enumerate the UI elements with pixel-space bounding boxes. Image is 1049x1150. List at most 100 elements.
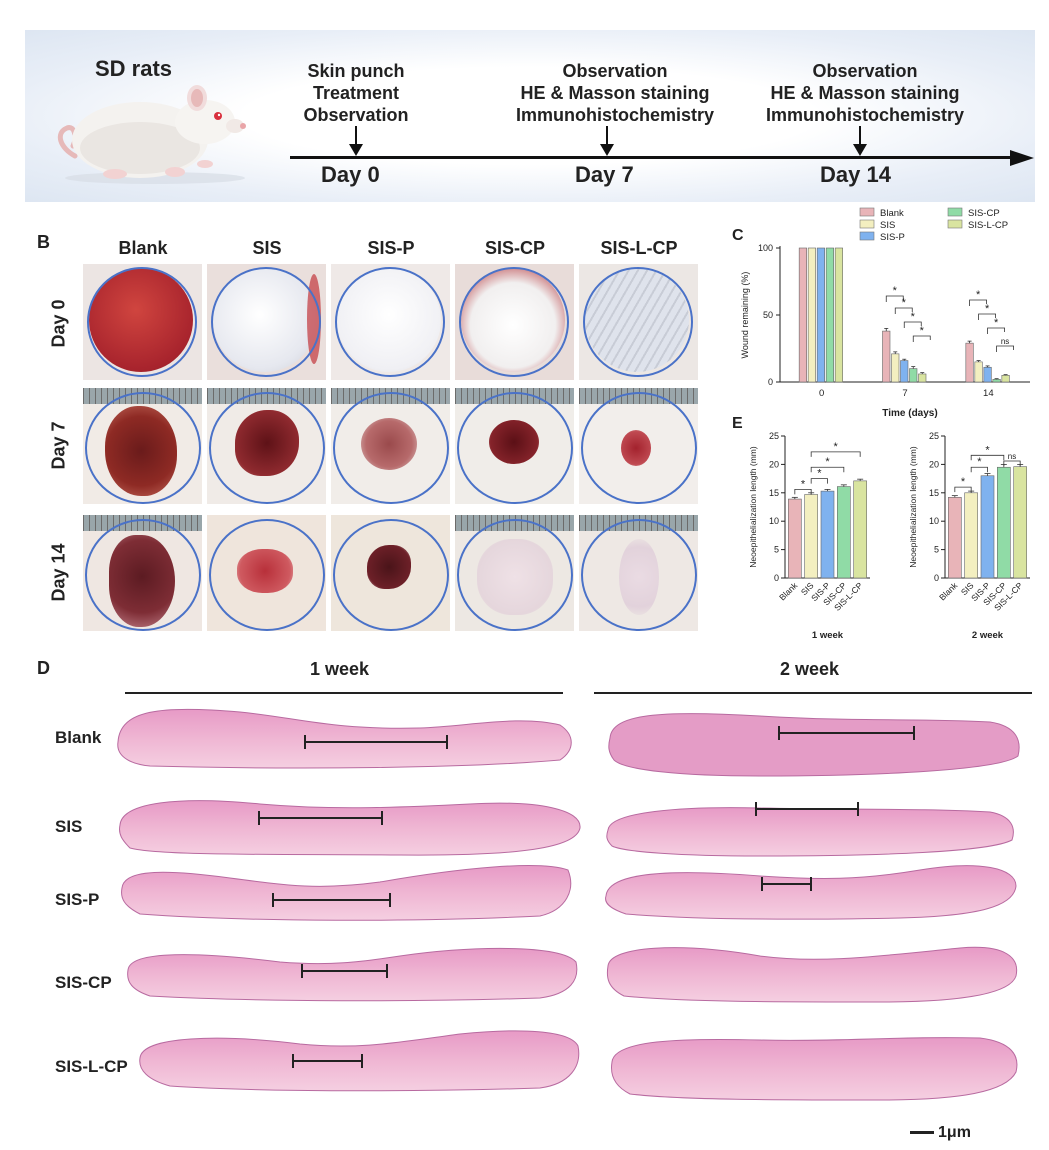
sig-label: * [994, 317, 999, 329]
event-1-line-0: Observation [562, 61, 668, 81]
sig-label: * [976, 289, 981, 301]
y-tick-label: 15 [769, 488, 779, 498]
sig-label: * [985, 444, 990, 456]
y-tick-label: 0 [774, 573, 779, 583]
sig-bracket [885, 295, 904, 302]
y-tick-label: 25 [929, 431, 939, 441]
bar-SIS-CP [997, 466, 1011, 579]
photo-sis-l-cp-day0 [579, 264, 698, 380]
legend-label-3: SIS-CP [968, 208, 1000, 219]
bar-SIS-CP [837, 486, 851, 579]
bar-SIS-L-CP [1013, 466, 1027, 579]
row-head-day-14: Day 14 [48, 543, 69, 602]
y-tick-label: 5 [934, 545, 939, 555]
legend-swatch-4 [947, 219, 963, 229]
section-w2-sis-p [605, 865, 1017, 920]
y-axis-label: Neoepithelialization length (mm) [908, 446, 918, 568]
y-tick-label: 15 [929, 488, 939, 498]
photo-sis-cp-day14 [455, 515, 574, 631]
sig-bracket [970, 466, 988, 473]
sig-bracket [996, 345, 1014, 352]
sig-bracket [794, 488, 812, 495]
section-w1-sis-cp [127, 947, 578, 1002]
bar-SIS-L-CP [853, 480, 867, 579]
event-0-line-1: Treatment [312, 83, 400, 103]
x-tick-label: 7 [902, 388, 907, 399]
event-1-text: Observation HE & Masson staining Immunoh… [490, 60, 740, 126]
y-tick-label: 50 [763, 310, 773, 320]
chart-subtitle: 1 week [812, 630, 844, 641]
x-axis-label: Time (days) [882, 408, 937, 419]
rat-illustration [57, 85, 246, 184]
legend-swatch-3 [947, 207, 963, 217]
bar-SIS-0 [807, 247, 816, 383]
y-tick-label: 0 [768, 377, 773, 387]
col-head-sis-p: SIS-P [367, 238, 415, 258]
sig-label: * [834, 441, 839, 453]
x-tick-label: Blank [937, 580, 960, 603]
timeline-axis [290, 156, 1015, 159]
x-tick-label: 14 [983, 388, 994, 399]
week-head-1: 1 week [310, 659, 370, 679]
sig-label: * [801, 478, 806, 490]
sig-label: * [920, 325, 925, 337]
row-head-day-7: Day 7 [48, 421, 69, 470]
photo-sis-day14 [207, 515, 326, 631]
event-2-line-1: HE & Masson staining [770, 83, 960, 103]
x-tick-label: Blank [777, 580, 800, 603]
bar-Blank [788, 498, 802, 579]
sig-bracket [810, 478, 828, 484]
y-tick-label: 10 [929, 516, 939, 526]
y-axis-label: Wound remaining (%) [740, 272, 750, 359]
event-0-arrow-icon [349, 126, 363, 156]
event-1-line-1: HE & Masson staining [520, 83, 710, 103]
bar-SIS-P-0 [816, 247, 825, 383]
bar-SIS [804, 494, 818, 579]
bar-SIS-L-CP-0 [834, 247, 843, 383]
sig-label: * [911, 311, 916, 323]
event-0-line-2: Observation [303, 105, 409, 125]
event-1-arrow-icon [600, 126, 614, 156]
sig-bracket [810, 466, 845, 473]
col-head-blank: Blank [118, 238, 168, 258]
col-head-sis: SIS [252, 238, 282, 258]
y-tick-label: 100 [758, 243, 773, 253]
y-tick-label: 5 [774, 545, 779, 555]
event-0-text: Skin punch Treatment Observation [276, 60, 436, 126]
section-w2-sis-l-cp [611, 1037, 1018, 1101]
sig-label: * [985, 303, 990, 315]
photo-sis-cp-day0 [455, 264, 574, 380]
legend-swatch-1 [859, 219, 875, 229]
section-w1-blank [117, 708, 572, 769]
sig-bracket [969, 299, 987, 306]
wound-length-brackets [258, 726, 915, 1068]
week-head-2: 2 week [780, 659, 840, 679]
bar-SIS-CP-0 [825, 247, 834, 383]
photo-sis-day0 [207, 264, 326, 380]
histology-sections [117, 708, 1020, 1101]
bar-SIS-L-CP-14 [1001, 375, 1010, 383]
photo-blank-day0 [83, 264, 202, 380]
sig-bracket [1003, 460, 1021, 466]
event-2-day: Day 14 [820, 162, 891, 187]
hist-row-blank: Blank [55, 728, 102, 747]
panel-e-letter: E [732, 415, 743, 432]
sig-bracket [903, 321, 922, 328]
scale-bar: 1μm [910, 1124, 971, 1142]
sig-label: * [961, 476, 966, 488]
sig-bracket [810, 451, 861, 457]
hist-row-sis: SIS [55, 817, 83, 836]
chart-e-week1: E 0 5 10 15 20 25 Neoepithelialization length … [732, 415, 870, 641]
y-axis-label: Neoepithelialization length (mm) [748, 446, 758, 568]
event-2-text: Observation HE & Masson staining Immunoh… [740, 60, 990, 126]
bar-SIS-P-14 [983, 366, 992, 383]
bar-Blank-14 [965, 342, 974, 383]
panel-c-letter: C [732, 227, 744, 244]
bar-Blank-0 [798, 247, 807, 383]
event-2-arrow-icon [853, 126, 867, 156]
bar-SIS [964, 492, 978, 579]
photo-sis-p-day14 [331, 515, 450, 631]
sig-label: * [902, 297, 907, 309]
panel-b-letter: B [37, 232, 50, 252]
